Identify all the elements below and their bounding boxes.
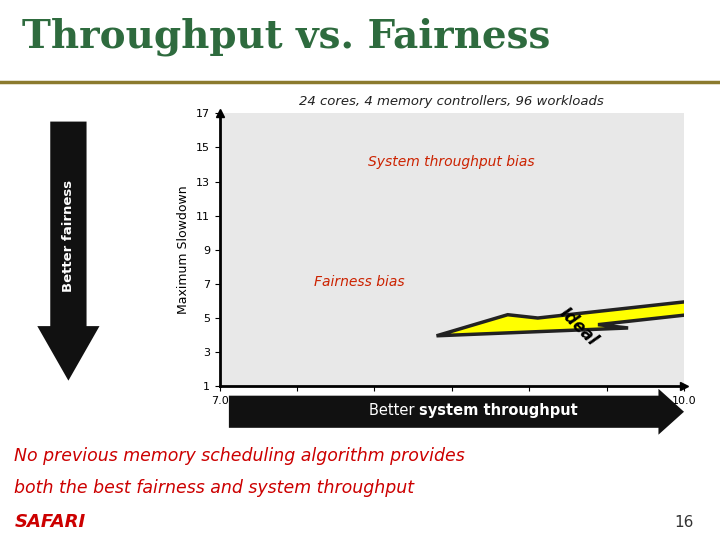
- Text: system throughput: system throughput: [419, 403, 578, 418]
- Text: Better: Better: [369, 403, 419, 418]
- Polygon shape: [229, 389, 684, 435]
- Polygon shape: [37, 122, 99, 381]
- Text: both the best fairness and system throughput: both the best fairness and system throug…: [14, 480, 414, 497]
- Text: System throughput bias: System throughput bias: [369, 156, 535, 170]
- Title: 24 cores, 4 memory controllers, 96 workloads: 24 cores, 4 memory controllers, 96 workl…: [300, 95, 604, 108]
- Text: SAFARI: SAFARI: [14, 514, 86, 531]
- Text: Fairness bias: Fairness bias: [314, 275, 404, 289]
- Text: Ideal: Ideal: [556, 303, 601, 349]
- Text: No previous memory scheduling algorithm provides: No previous memory scheduling algorithm …: [14, 447, 465, 465]
- X-axis label: Weighted Speedup: Weighted Speedup: [392, 411, 511, 424]
- Y-axis label: Maximum Slowdown: Maximum Slowdown: [177, 185, 190, 314]
- Text: Throughput vs. Fairness: Throughput vs. Fairness: [22, 17, 550, 56]
- Text: Better fairness: Better fairness: [62, 180, 75, 292]
- Text: 16: 16: [675, 515, 693, 530]
- Polygon shape: [436, 299, 720, 336]
